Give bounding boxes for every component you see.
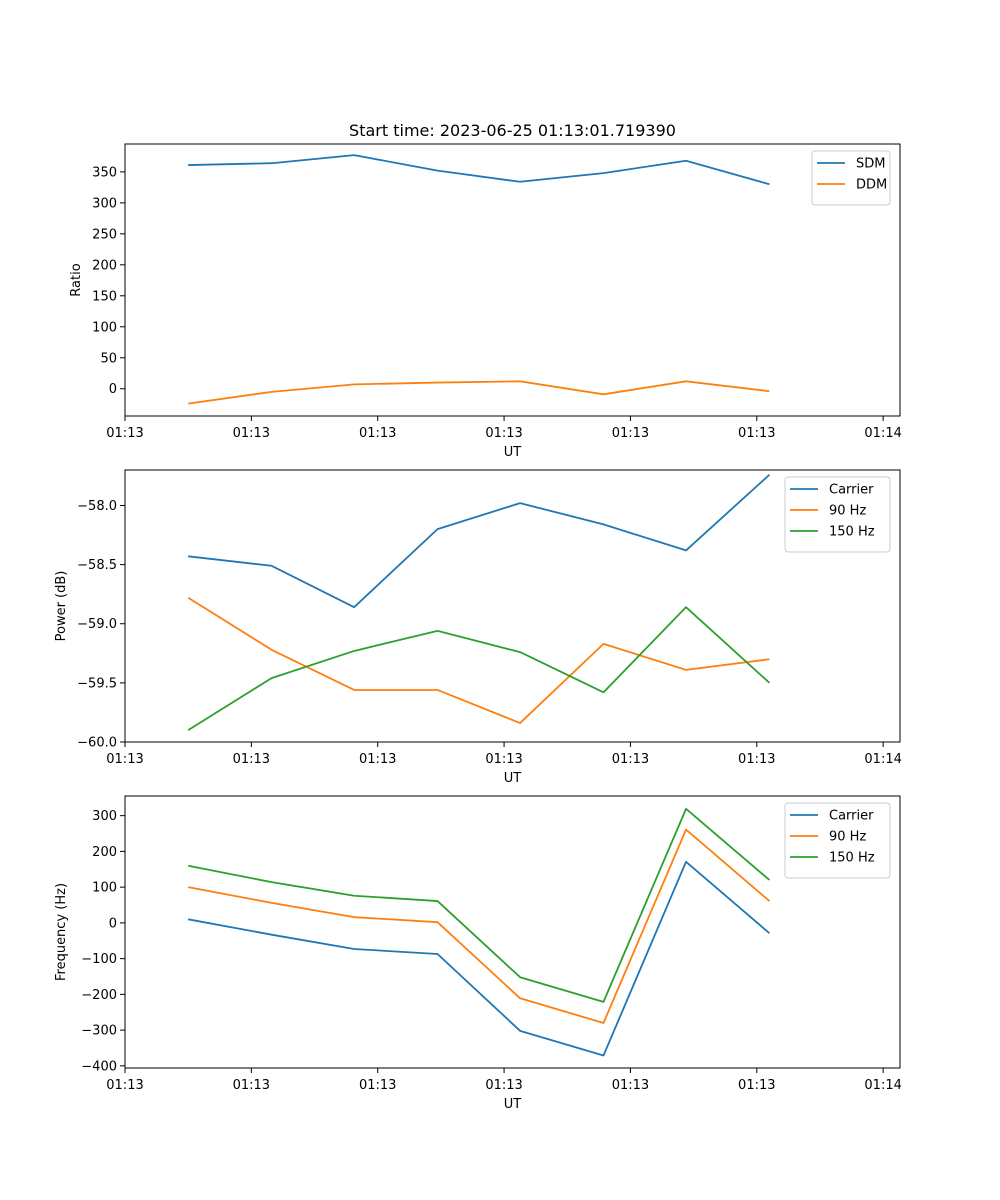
legend: Carrier 90 Hz 150 Hz [784, 802, 891, 879]
x-tick-label: 01:13 [485, 752, 522, 767]
y-tick-label: −59.5 [77, 676, 117, 691]
axes-frame [124, 143, 901, 417]
legend-entry: 150 Hz [829, 525, 875, 540]
x-tick-label: 01:13 [738, 752, 775, 767]
legend-entry: SDM [856, 157, 885, 172]
legend-entry: Carrier [829, 809, 874, 824]
x-tick-label: 01:13 [106, 426, 143, 441]
y-tick-label: 300 [92, 196, 117, 211]
legend-box [784, 476, 891, 553]
series-line-sdm [188, 154, 770, 186]
axes-frame [124, 795, 901, 1069]
legend: SDM DDM [811, 150, 891, 206]
y-axis-label: Frequency (Hz) [54, 883, 69, 981]
y-tick-label: 100 [92, 320, 117, 335]
legend-box [811, 150, 891, 206]
subplot-1: 01:13 01:13 01:13 01:13 01:13 01:13 01:14 0 50 10… [69, 121, 902, 460]
y-axis-label: Power (dB) [54, 571, 69, 642]
subplot-2: 01:13 01:13 01:13 01:13 01:13 01:13 01:14 −60.0… [54, 469, 902, 786]
series-line-ddm [188, 380, 770, 405]
series-line-90-hz [188, 828, 771, 1024]
y-tick-label: 250 [92, 227, 117, 242]
series-line-carrier [188, 860, 771, 1057]
y-tick-label: −300 [81, 1024, 117, 1039]
x-tick-label: 01:13 [106, 752, 143, 767]
x-tick-label: 01:14 [864, 752, 901, 767]
y-tick-label: −60.0 [77, 736, 117, 751]
x-tick-label: 01:13 [485, 426, 522, 441]
x-tick-label: 01:13 [612, 426, 649, 441]
x-tick-label: 01:13 [359, 1078, 396, 1093]
legend-entry: Carrier [829, 483, 874, 498]
y-tick-label: −200 [81, 988, 117, 1003]
x-axis-label: UT [504, 771, 522, 786]
y-tick-label: 200 [92, 845, 117, 860]
axes-frame [124, 469, 901, 743]
y-tick-label: 350 [92, 165, 117, 180]
x-tick-label: 01:13 [359, 426, 396, 441]
y-axis-label: Ratio [69, 263, 84, 296]
y-tick-label: 150 [92, 289, 117, 304]
x-tick-label: 01:14 [864, 1078, 901, 1093]
x-tick-label: 01:13 [738, 1078, 775, 1093]
y-tick-label: 0 [109, 916, 117, 931]
legend-entry: 150 Hz [829, 851, 875, 866]
x-tick-label: 01:13 [233, 752, 270, 767]
y-tick-label: −59.0 [77, 617, 117, 632]
x-tick-label: 01:13 [106, 1078, 143, 1093]
y-tick-label: −400 [81, 1059, 117, 1074]
series-line-150-hz [187, 606, 771, 731]
x-tick-label: 01:13 [359, 752, 396, 767]
x-tick-label: 01:13 [612, 752, 649, 767]
y-tick-label: 300 [92, 809, 117, 824]
series-line-carrier [188, 474, 771, 609]
legend-entry: DDM [856, 178, 887, 193]
y-tick-label: 100 [92, 881, 117, 896]
x-axis-label: UT [504, 1097, 522, 1112]
subplot-3: 01:13 01:13 01:13 01:13 01:13 01:13 01:14 −400 −… [54, 795, 902, 1112]
legend-box [784, 802, 891, 879]
x-tick-label: 01:13 [485, 1078, 522, 1093]
legend-entry: 90 Hz [829, 504, 866, 519]
x-axis-label: UT [504, 445, 522, 460]
series-line-150-hz [188, 807, 771, 1003]
y-tick-label: 200 [92, 258, 117, 273]
x-tick-label: 01:13 [612, 1078, 649, 1093]
legend: Carrier 90 Hz 150 Hz [784, 476, 891, 553]
y-tick-label: −100 [81, 952, 117, 967]
x-tick-label: 01:13 [233, 426, 270, 441]
x-tick-label: 01:13 [233, 1078, 270, 1093]
y-tick-label: −58.5 [77, 558, 117, 573]
chart-title: Start time: 2023-06-25 01:13:01.719390 [349, 121, 676, 140]
y-tick-label: −58.0 [77, 499, 117, 514]
legend-entry: 90 Hz [829, 830, 866, 845]
y-tick-label: 0 [109, 382, 117, 397]
y-tick-label: 50 [100, 351, 117, 366]
x-tick-label: 01:14 [864, 426, 901, 441]
series-line-90-hz [187, 596, 770, 724]
x-tick-label: 01:13 [738, 426, 775, 441]
